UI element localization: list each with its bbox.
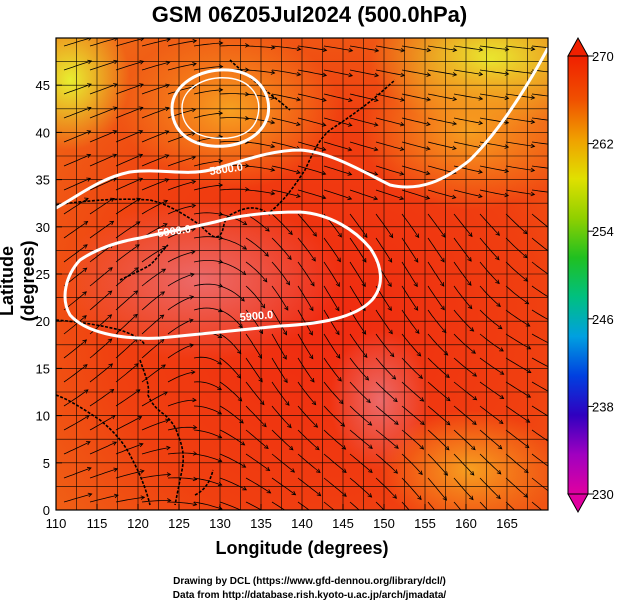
y-axis-label: Latitude (degrees): [0, 240, 38, 322]
colorbar-bottom-arrow: [567, 493, 589, 514]
wind-streamlines: [63, 38, 548, 510]
contour-label-5900-north: 5900.0: [157, 223, 192, 240]
x-tick-label: 165: [496, 516, 518, 531]
colorbar-scale: [567, 55, 589, 495]
y-tick-label: 45: [36, 78, 50, 93]
contour-label-5900-south: 5900.0: [239, 309, 274, 324]
credit-drawing: Drawing by DCL (https://www.gfd-dennou.o…: [173, 576, 446, 587]
x-tick-label: 150: [373, 516, 395, 531]
contour-labels: 5800.0 5900.0 5900.0: [157, 161, 274, 324]
map-title: GSM 06Z05Jul2024 (500.0hPa): [151, 2, 468, 27]
y-tick-label: 5: [43, 456, 50, 471]
temperature-field: [56, 38, 548, 510]
x-tick-label: 135: [250, 516, 272, 531]
colorbar: 230 238 246 254 262 270: [567, 36, 614, 514]
x-tick-label: 120: [127, 516, 149, 531]
colorbar-tick-label: 270: [592, 49, 614, 64]
y-tick-label: 20: [36, 314, 50, 329]
x-tick-label: 130: [209, 516, 231, 531]
x-tick-label: 140: [291, 516, 313, 531]
colorbar-tick-label: 230: [592, 487, 614, 502]
colorbar-tick-label: 246: [592, 312, 614, 327]
x-tick-label: 115: [87, 516, 108, 531]
x-tick-label: 125: [168, 516, 190, 531]
credit-data: Data from http://database.rish.kyoto-u.a…: [172, 590, 447, 601]
colorbar-tick-label: 254: [592, 224, 614, 239]
y-axis-ticks: 0 5 10 15 20 25 30 35 40 45: [36, 78, 62, 518]
colorbar-top-arrow: [567, 36, 589, 57]
x-tick-label: 110: [46, 516, 67, 531]
y-tick-label: 30: [36, 220, 50, 235]
y-tick-label: 25: [36, 267, 50, 282]
lat-lon-grid: [56, 38, 548, 510]
y-tick-label: 0: [43, 503, 50, 518]
y-tick-label: 40: [36, 125, 50, 140]
y-tick-label: 10: [36, 409, 50, 424]
x-axis-label: Longitude (degrees): [215, 538, 389, 558]
x-axis-ticks: 110 115 120 125 130 135 140 145 150 155 160 165: [46, 504, 518, 531]
height-contours: [56, 47, 548, 340]
x-tick-label: 145: [332, 516, 354, 531]
colorbar-tick-label: 238: [592, 399, 614, 414]
x-tick-label: 160: [455, 516, 477, 531]
y-tick-label: 35: [36, 173, 50, 188]
contour-label-5800: 5800.0: [209, 161, 244, 178]
inner-contour: [181, 77, 260, 140]
y-tick-label: 15: [36, 361, 50, 376]
colorbar-tick-label: 262: [592, 137, 614, 152]
x-tick-label: 155: [414, 516, 436, 531]
